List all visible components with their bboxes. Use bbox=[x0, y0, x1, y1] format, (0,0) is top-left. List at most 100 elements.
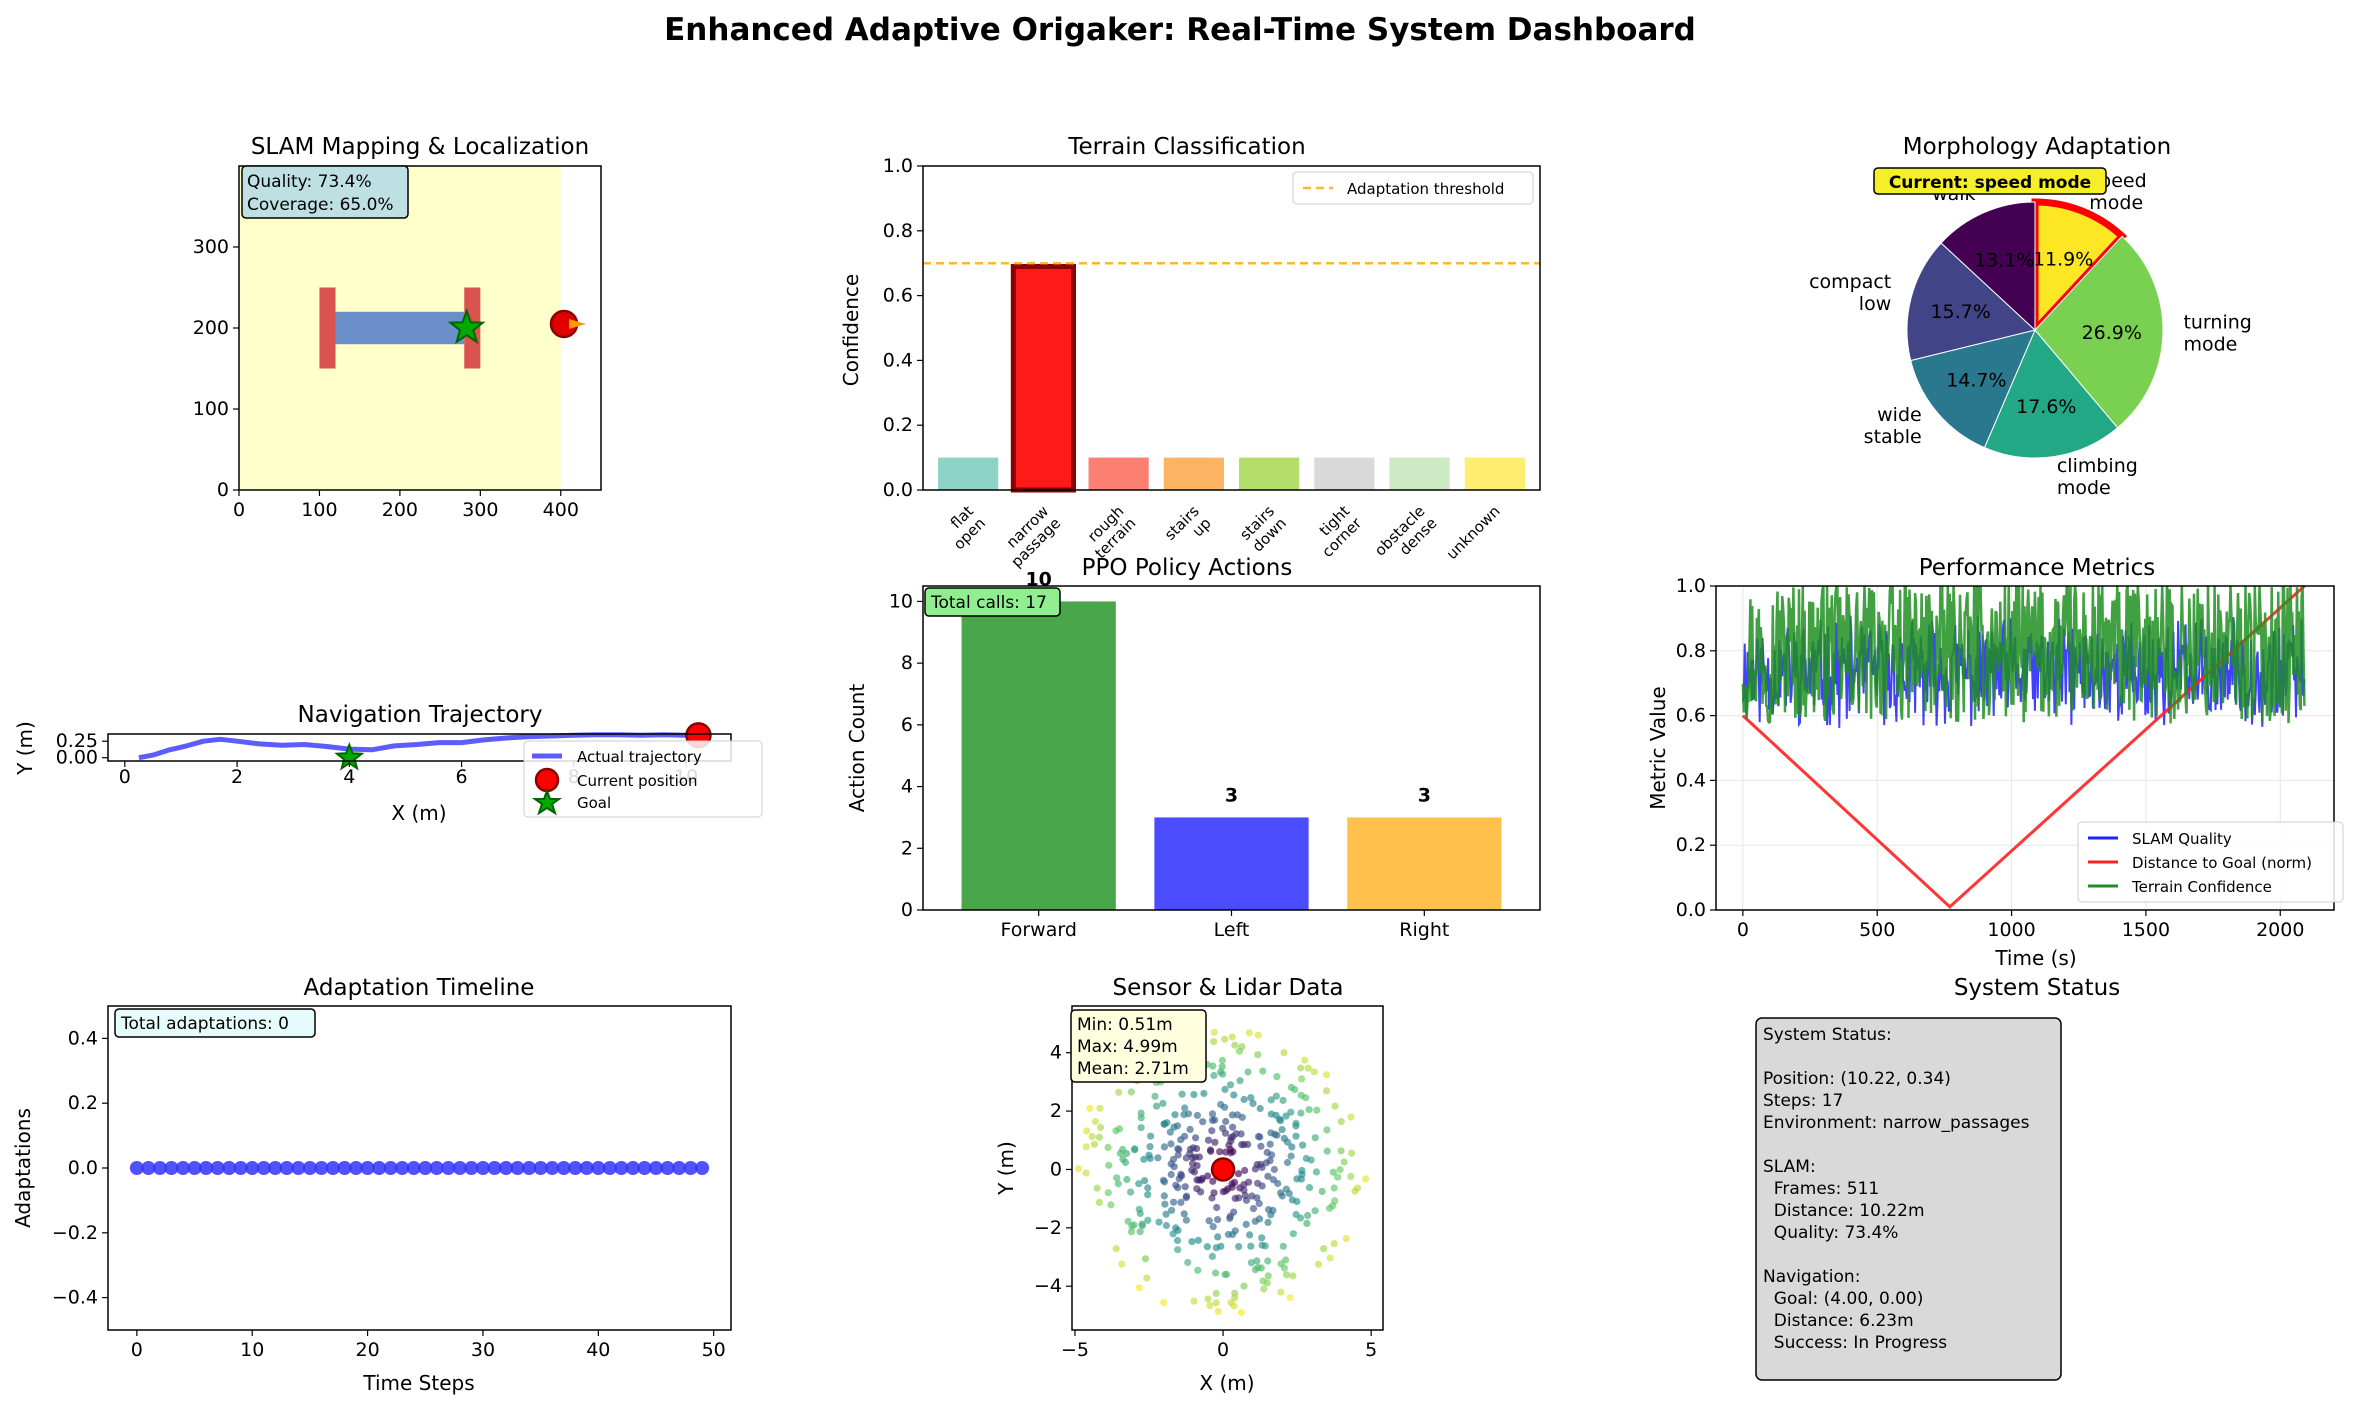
adaptation-point bbox=[568, 1161, 583, 1175]
lidar-point bbox=[1229, 1230, 1237, 1239]
adaptation-point bbox=[441, 1161, 456, 1175]
lidar-point bbox=[1216, 1068, 1225, 1076]
lidar-point bbox=[1311, 1207, 1319, 1215]
lidar-point bbox=[1292, 1210, 1300, 1219]
lidar-point bbox=[1154, 1154, 1162, 1162]
terrain-bar bbox=[1088, 457, 1149, 490]
adaptation-point bbox=[129, 1161, 144, 1175]
lidar-point bbox=[1182, 1192, 1191, 1200]
lidar-point bbox=[1116, 1149, 1124, 1157]
lidar-point bbox=[1331, 1197, 1339, 1205]
trajectory-ylabel: Y (m) bbox=[13, 721, 37, 776]
terrain-bar bbox=[938, 457, 999, 490]
x-tick-label: Forward bbox=[1000, 919, 1076, 941]
adaptation-point bbox=[337, 1161, 352, 1175]
lidar-point bbox=[1208, 1127, 1216, 1135]
lidar-point bbox=[1168, 1206, 1176, 1214]
lidar-point bbox=[1292, 1119, 1300, 1127]
lidar-point bbox=[1221, 1270, 1229, 1279]
x-tick-label: 30 bbox=[471, 1339, 495, 1361]
adaptation-point bbox=[175, 1161, 190, 1175]
adaptation-point bbox=[602, 1161, 617, 1175]
performance-xlabel: Time (s) bbox=[1994, 946, 2076, 970]
lidar-point bbox=[1174, 1151, 1182, 1159]
lidar-point bbox=[1240, 1141, 1248, 1149]
terrain-legend: Adaptation threshold bbox=[1292, 171, 1534, 205]
lidar-point bbox=[1216, 1148, 1224, 1156]
lidar-point bbox=[1189, 1144, 1197, 1152]
lidar-point bbox=[1112, 1245, 1120, 1253]
lidar-point bbox=[1212, 1269, 1220, 1277]
terrain-ylabel: Confidence bbox=[839, 274, 863, 386]
x-tick-label: 0 bbox=[119, 766, 131, 788]
lidar-point bbox=[1241, 1191, 1249, 1200]
adaptation-point bbox=[464, 1161, 479, 1175]
lidar-point bbox=[1212, 1299, 1220, 1307]
lidar-point bbox=[1264, 1172, 1272, 1180]
trajectory-legend-actual: Actual trajectory bbox=[577, 748, 702, 766]
terrain-bar bbox=[1389, 457, 1450, 490]
lidar-point bbox=[1268, 1151, 1276, 1159]
x-tick-label: 5 bbox=[1365, 1339, 1377, 1361]
lidar-point bbox=[1192, 1134, 1200, 1142]
adaptation-point bbox=[268, 1161, 283, 1175]
timeline-xlabel: Time Steps bbox=[362, 1371, 474, 1395]
lidar-point bbox=[1255, 1199, 1263, 1208]
lidar-point bbox=[1310, 1068, 1318, 1076]
lidar-point bbox=[1266, 1140, 1274, 1148]
pie-category-label: turning mode bbox=[2183, 312, 2251, 356]
lidar-point bbox=[1279, 1242, 1287, 1250]
status-line: SLAM: bbox=[1763, 1157, 1816, 1177]
x-tick-label: 2000 bbox=[2256, 919, 2304, 941]
lidar-point bbox=[1271, 1130, 1279, 1138]
lidar-point bbox=[1222, 1117, 1230, 1126]
adaptation-point bbox=[683, 1161, 698, 1175]
lidar-point bbox=[1161, 1200, 1169, 1208]
lidar-point bbox=[1292, 1132, 1300, 1140]
lidar-point bbox=[1210, 1071, 1218, 1080]
lidar-point bbox=[1315, 1260, 1323, 1268]
adaptation-point bbox=[510, 1161, 525, 1175]
y-tick-label: −0.4 bbox=[52, 1287, 98, 1309]
lidar-point bbox=[1182, 1216, 1190, 1224]
lidar-point bbox=[1123, 1175, 1131, 1184]
y-tick-label: 1.0 bbox=[883, 155, 913, 177]
lidar-point bbox=[1194, 1236, 1202, 1244]
timeline-info-box: Total adaptations: 0 bbox=[114, 1008, 316, 1038]
lidar-point bbox=[1247, 1094, 1255, 1102]
lidar-point bbox=[1194, 1266, 1202, 1274]
lidar-point bbox=[1124, 1217, 1132, 1225]
slam-title: SLAM Mapping & Localization bbox=[251, 134, 589, 160]
lidar-point bbox=[1138, 1222, 1146, 1230]
lidar-point bbox=[1323, 1071, 1331, 1079]
performance-legend-distance: Distance to Goal (norm) bbox=[2132, 854, 2312, 872]
lidar-point bbox=[1107, 1201, 1115, 1209]
x-tick-label: 2 bbox=[231, 766, 243, 788]
x-tick-label: 0 bbox=[131, 1339, 143, 1361]
slam-info-box: Quality: 73.4% Coverage: 65.0% bbox=[241, 165, 409, 219]
lidar-point bbox=[1182, 1154, 1190, 1162]
lidar-point bbox=[1313, 1106, 1321, 1114]
adaptation-point bbox=[406, 1161, 421, 1175]
performance-legend: SLAM Quality Distance to Goal (norm) Ter… bbox=[2077, 821, 2344, 903]
y-tick-label: 0.2 bbox=[1676, 834, 1706, 856]
pie-slice bbox=[1910, 329, 2036, 449]
adaptation-point bbox=[302, 1161, 317, 1175]
lidar-point bbox=[1144, 1216, 1152, 1224]
lidar-point bbox=[1200, 1089, 1208, 1098]
lidar-point bbox=[1208, 1252, 1216, 1260]
lidar-point bbox=[1293, 1197, 1301, 1206]
lidar-point bbox=[1213, 1203, 1221, 1212]
adaptation-point bbox=[233, 1161, 248, 1175]
wall bbox=[319, 287, 336, 369]
y-tick-label: 0.8 bbox=[883, 220, 913, 242]
lidar-point bbox=[1141, 1255, 1150, 1263]
lidar-info-box: Min: 0.51m Max: 4.99m Mean: 2.71m bbox=[1070, 1009, 1207, 1083]
lidar-point bbox=[1095, 1198, 1103, 1206]
lidar-point bbox=[1170, 1198, 1178, 1206]
lidar-point bbox=[1141, 1177, 1149, 1185]
adaptation-point bbox=[141, 1161, 156, 1175]
y-tick-label: −2 bbox=[1034, 1217, 1062, 1239]
